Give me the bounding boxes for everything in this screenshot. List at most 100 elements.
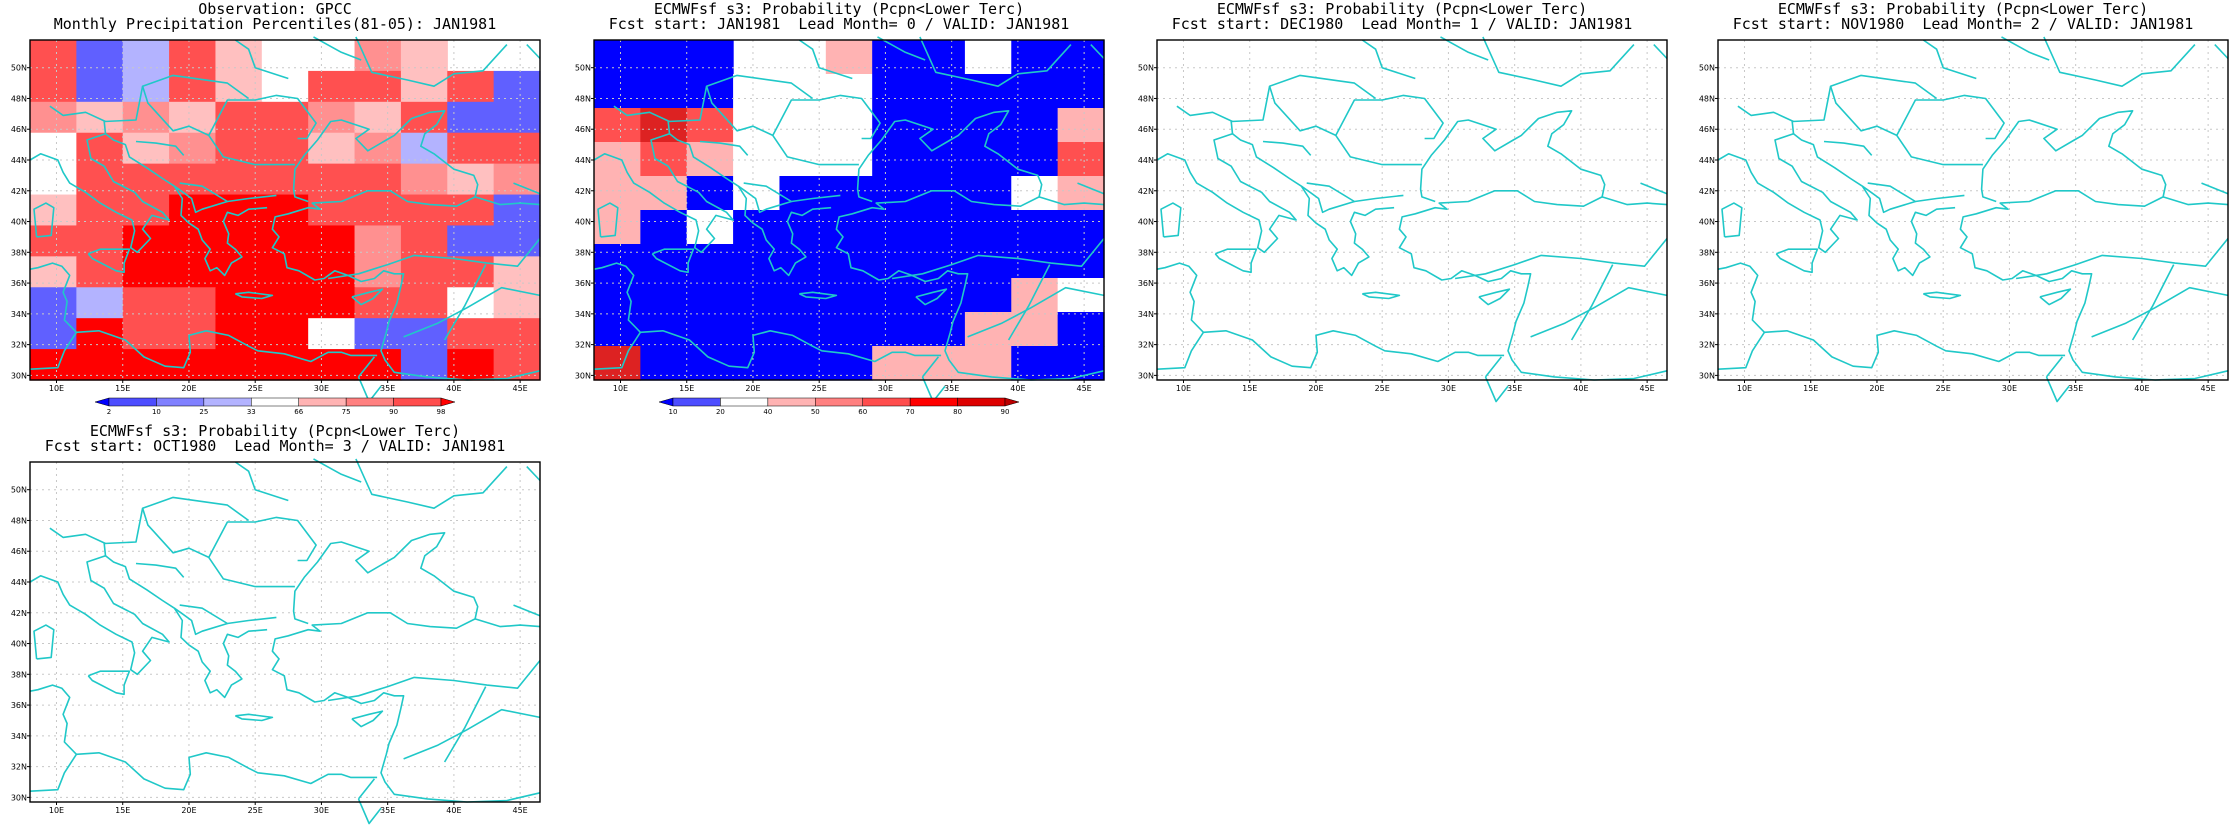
grid-cell [779, 176, 827, 211]
grid-cell [686, 176, 734, 211]
panel-forecast-lead2: 10E 15E 20E 25E 30E 35E 40E 45E 30N 32N 34N 36N 38N 4… [1688, 0, 2238, 415]
lat-tick-label: 42N [11, 609, 27, 618]
colorbar-swatch [815, 397, 863, 407]
colorbar-label: 75 [342, 408, 351, 415]
grid-cell [964, 74, 1012, 109]
grid-cell [686, 40, 734, 75]
map-plot: 10E 15E 20E 25E 30E 35E 40E 45E 30N 32N 34N 36N 38N 4… [575, 36, 1105, 403]
grid-cell [215, 70, 263, 103]
grid-cell [1057, 312, 1105, 347]
grid-cell [594, 176, 641, 211]
colorbar-label: 2 [107, 408, 111, 415]
graticule [1718, 40, 2228, 380]
panel-forecast-lead0: 10E 15E 20E 25E 30E 35E 40E 45E 30N 32N 34N 36N 38N 4… [564, 0, 1114, 415]
lon-tick-label: 20E [745, 384, 760, 393]
grid-cell [733, 244, 781, 279]
grid-cell [640, 142, 688, 177]
lat-tick-label: 46N [1699, 125, 1715, 134]
colorbar-label: 60 [858, 408, 867, 415]
panel-forecast-lead1: 10E 15E 20E 25E 30E 35E 40E 45E 30N 32N 34N 36N 38N 4… [1127, 0, 1677, 415]
lat-tick-label: 50N [1138, 64, 1154, 73]
grid-cell [215, 225, 263, 257]
grid-cell [76, 70, 124, 103]
grid-cell [354, 163, 402, 196]
grid-cell [872, 40, 920, 75]
lat-tick-label: 30N [575, 371, 591, 380]
lon-tick-label: 45E [2201, 384, 2216, 393]
lat-tick-label: 44N [11, 578, 27, 587]
grid-cell [76, 225, 124, 257]
lat-tick-label: 38N [11, 670, 27, 679]
coastlines [593, 36, 1105, 403]
lon-tick-label: 30E [2002, 384, 2017, 393]
lat-tick-label: 50N [1699, 64, 1715, 73]
lat-tick-label: 44N [1699, 156, 1715, 165]
grid-cell [493, 40, 541, 72]
map-frame [29, 39, 541, 381]
lat-tick-label: 36N [11, 701, 27, 710]
coastlines [1156, 36, 1668, 403]
grid-cell [400, 318, 448, 350]
grid-cell [686, 244, 734, 279]
lat-tick-label: 46N [11, 547, 27, 556]
grid-cell [1057, 210, 1105, 245]
colorbar-label: 50 [811, 408, 820, 415]
grid-cell [640, 40, 688, 75]
colorbar-swatch [767, 397, 816, 407]
colorbar-label: 10 [669, 408, 678, 415]
colorbar-label: 25 [199, 408, 208, 415]
grid-cell [30, 225, 77, 257]
lat-tick-label: 44N [1138, 156, 1154, 165]
grid-cell [354, 132, 402, 165]
lat-tick-label: 36N [575, 279, 591, 288]
colorbar-swatch [672, 397, 721, 407]
lat-tick-label: 32N [575, 341, 591, 350]
lat-tick-label: 50N [11, 64, 27, 73]
grid-cell [76, 318, 124, 350]
grid-cell [308, 101, 356, 134]
grid-cell [122, 101, 170, 134]
lon-tick-label: 40E [446, 384, 461, 393]
grid-cell [686, 210, 734, 245]
lat-tick-label: 38N [11, 248, 27, 257]
grid-cell [261, 101, 309, 134]
lat-tick-label: 38N [1138, 248, 1154, 257]
lon-tick-label: 40E [1573, 384, 1588, 393]
colorbar-swatch [440, 397, 456, 407]
lat-tick-label: 32N [11, 763, 27, 772]
grid-cell [400, 163, 448, 196]
lat-tick-label: 48N [575, 94, 591, 103]
lat-tick-label: 30N [11, 793, 27, 802]
lon-tick-label: 25E [248, 806, 263, 815]
lat-tick-label: 40N [575, 218, 591, 227]
lat-tick-label: 46N [575, 125, 591, 134]
grid-cell [122, 132, 170, 165]
grid-cell [447, 70, 495, 103]
panel-subtitle: Fcst start: OCT1980 Lead Month= 3 / VALI… [44, 437, 506, 455]
grid-cell [30, 101, 77, 134]
lon-tick-label: 35E [944, 384, 959, 393]
coastlines [29, 458, 541, 825]
grid-cell [733, 176, 781, 211]
lon-tick-label: 25E [1936, 384, 1951, 393]
grid-cell [447, 101, 495, 134]
lon-tick-label: 40E [2134, 384, 2149, 393]
colorbar-label: 70 [906, 408, 915, 415]
grid-cell [594, 312, 641, 347]
grid-cell [447, 132, 495, 165]
panel-title: ECMWFsf s3: Probability (Pcpn<Lower Terc… [1777, 0, 2149, 18]
grid-cell [872, 312, 920, 347]
grid-cell [640, 278, 688, 313]
grid-cell [122, 40, 170, 72]
grid-cell [1011, 74, 1059, 109]
lat-tick-label: 32N [1699, 341, 1715, 350]
lon-tick-label: 15E [1242, 384, 1257, 393]
grid-cell [918, 108, 966, 143]
grid-cell [400, 40, 448, 72]
lon-tick-label: 10E [1176, 384, 1191, 393]
grid-cell [733, 346, 781, 381]
lon-tick-label: 35E [380, 384, 395, 393]
grid-cell [30, 70, 77, 103]
colorbar-swatch [298, 397, 347, 407]
lon-tick-label: 20E [181, 384, 196, 393]
